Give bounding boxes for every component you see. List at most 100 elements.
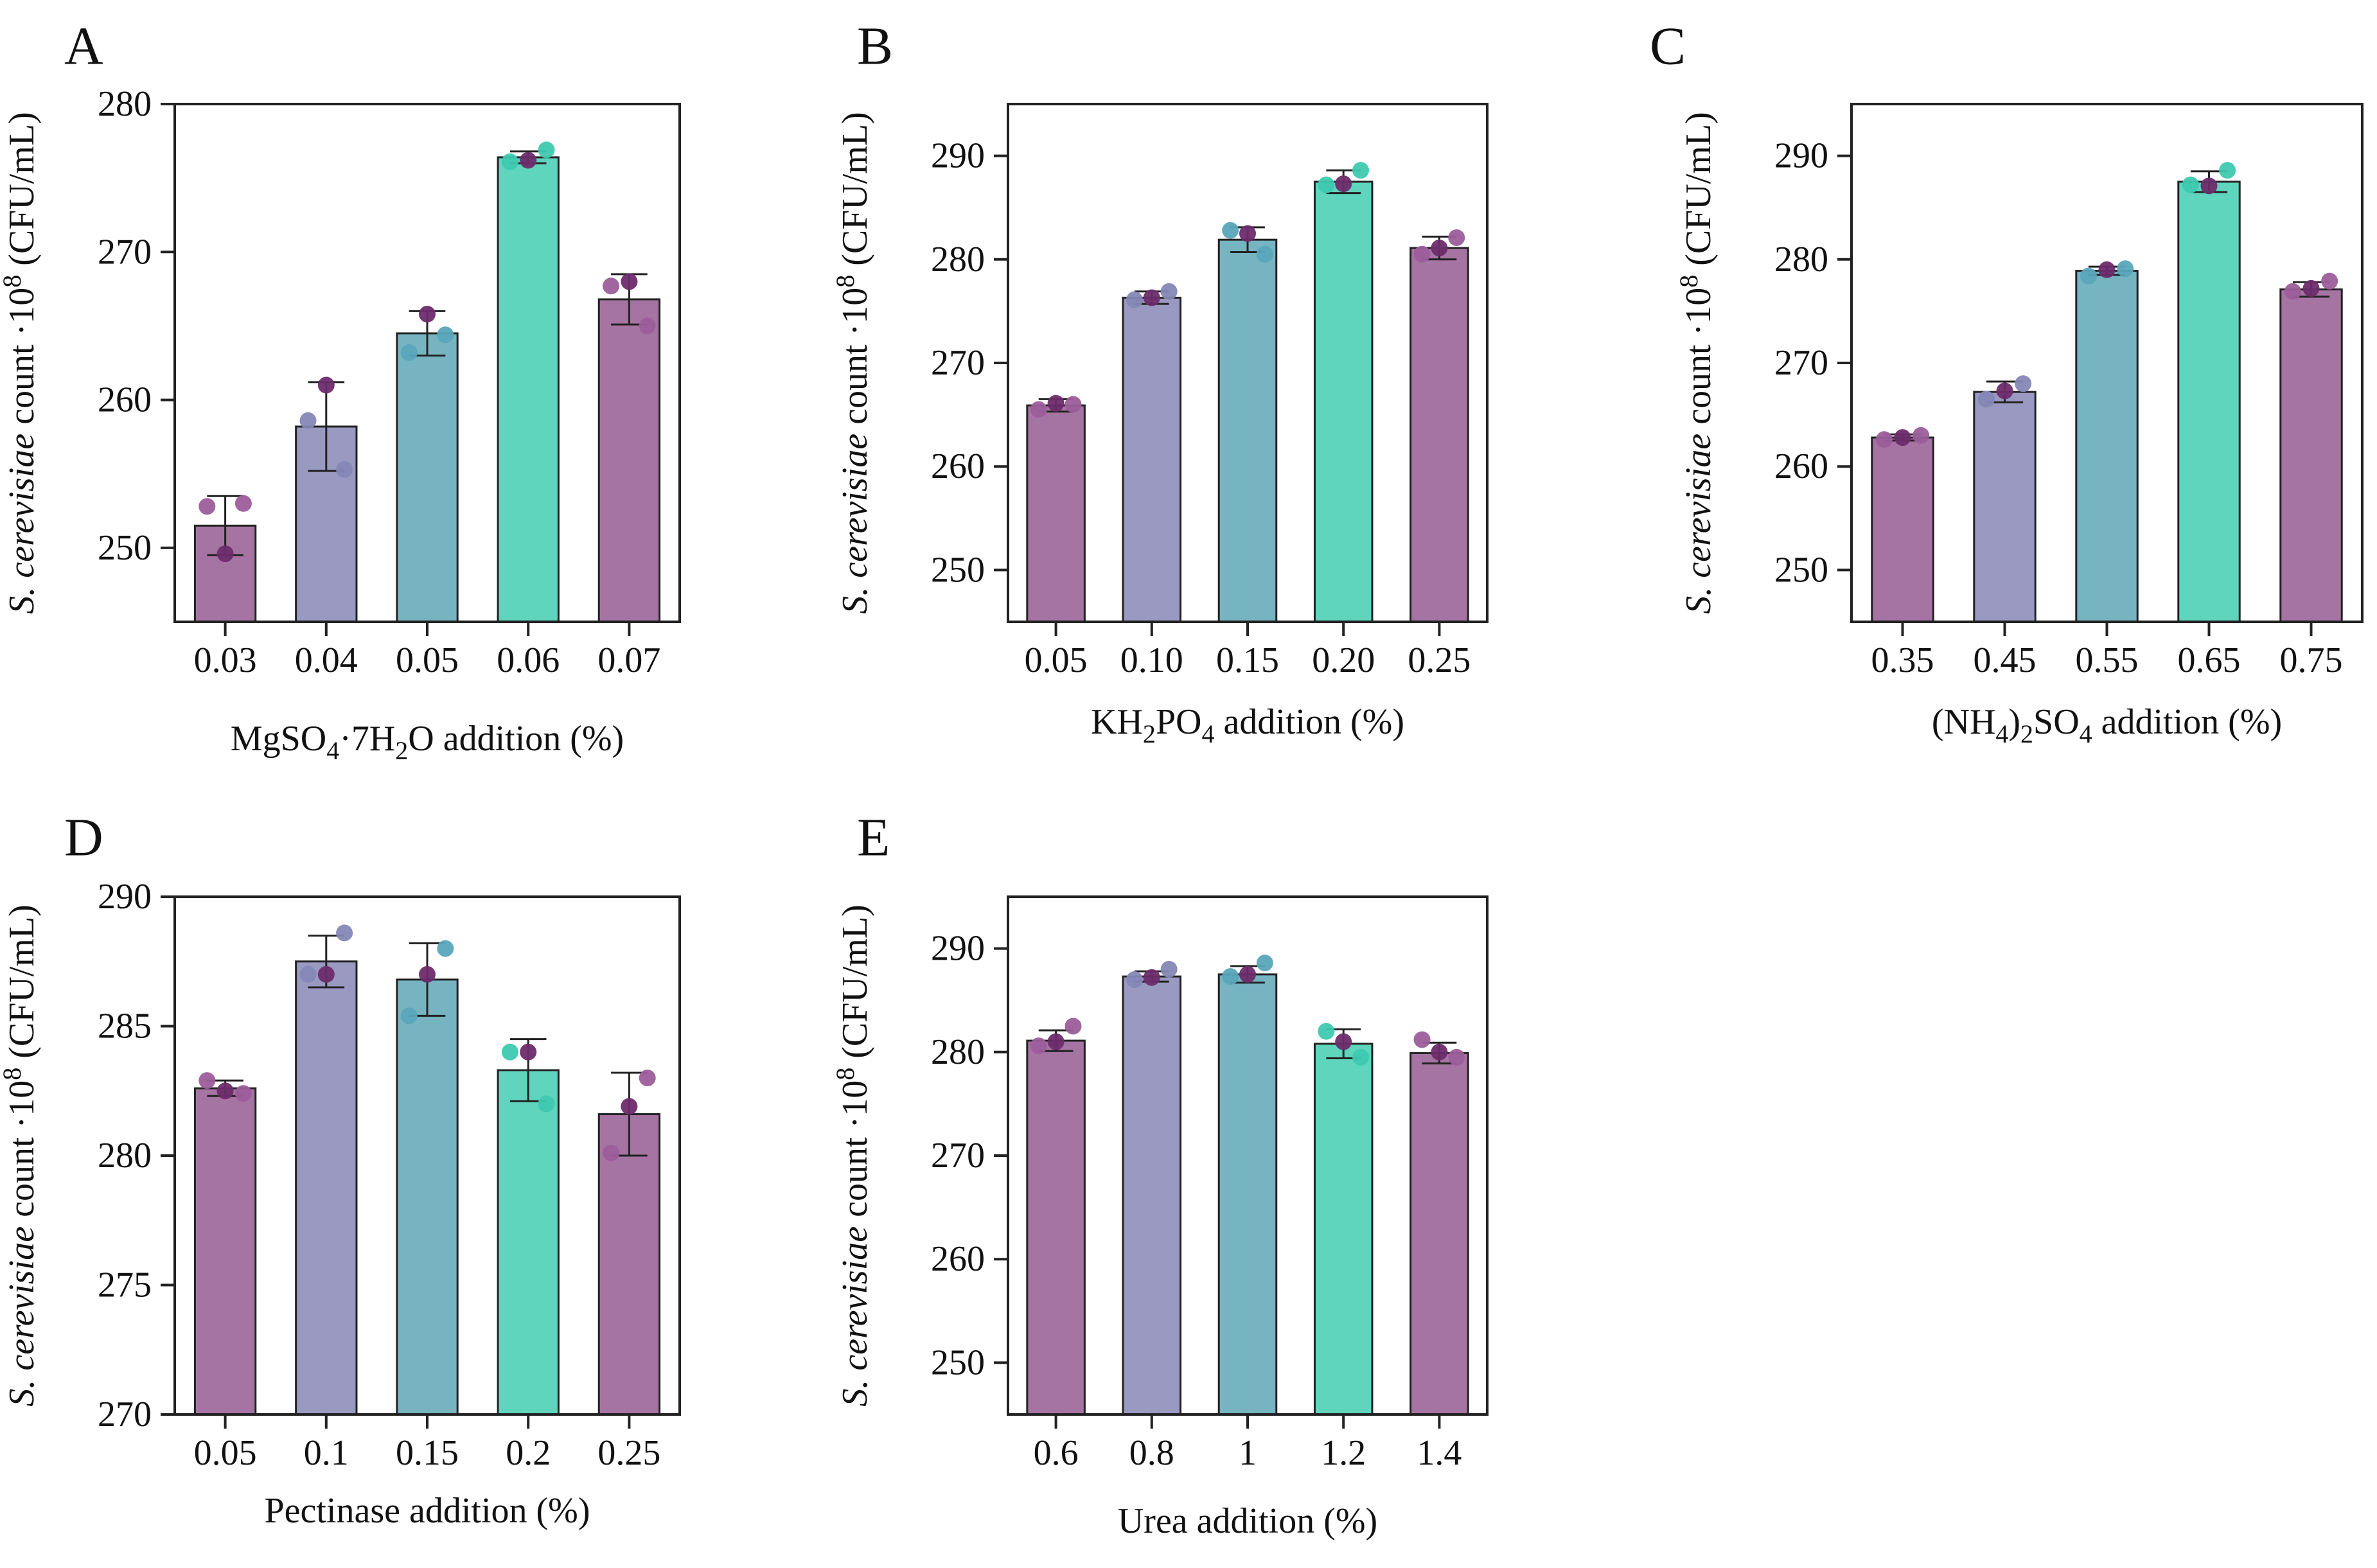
x-axis-title-part: 4 xyxy=(1995,719,2008,748)
data-point xyxy=(234,1085,252,1102)
x-tick-label: 0.03 xyxy=(194,640,257,680)
y-axis-title-species: S. cerevisiae xyxy=(835,434,875,614)
bar-0.10 xyxy=(1122,296,1182,623)
panel-e: E 250 260 270 280 290 0.6 0.8 1 1.2 1.4 Urea additi… xyxy=(793,782,1586,1565)
data-point xyxy=(621,273,638,290)
y-axis-title-unit: (CFU/mL) xyxy=(1679,112,1719,275)
x-axis-title-part: MgSO xyxy=(231,719,326,759)
bar-1 xyxy=(1217,973,1278,1416)
y-tick-label: 270 xyxy=(98,1395,152,1434)
y-axis-title-count: count ·10 xyxy=(2,288,42,434)
y-axis-title-species: S. cerevisiae xyxy=(1679,434,1719,614)
x-tick-label: 0.65 xyxy=(2178,640,2241,680)
data-point xyxy=(317,965,335,983)
data-point xyxy=(2182,176,2199,193)
data-point xyxy=(520,1043,537,1061)
data-point xyxy=(216,545,234,563)
data-point xyxy=(1413,1031,1431,1048)
y-axis-title-unit: (CFU/mL) xyxy=(2,904,42,1068)
y-axis-title-exponent: 8 xyxy=(1674,275,1703,288)
data-point xyxy=(1065,1017,1082,1035)
y-axis-title: S. cerevisiae count ·108 (CFU/mL) xyxy=(0,904,42,1407)
x-tick-label: 1.2 xyxy=(1321,1433,1366,1473)
bar-1.4 xyxy=(1409,1052,1469,1416)
y-tick-label: 275 xyxy=(98,1265,152,1305)
bar-0.05 xyxy=(1026,404,1086,623)
x-axis-title-part: addition (%) xyxy=(1215,702,1404,742)
y-tick-label: 290 xyxy=(1774,136,1828,176)
bar-0.05 xyxy=(396,332,459,623)
data-point xyxy=(2284,283,2301,300)
x-axis-title-part: SO xyxy=(2033,702,2080,742)
y-tick-label: 250 xyxy=(98,528,152,568)
y-axis-title-exponent: 8 xyxy=(831,275,860,288)
y-axis-title-unit: (CFU/mL) xyxy=(835,904,875,1068)
data-point xyxy=(2117,260,2134,277)
x-axis-title-part: Pectinase addition (%) xyxy=(265,1491,590,1531)
data-point xyxy=(1413,245,1431,263)
x-tick-label: 1 xyxy=(1239,1433,1257,1473)
y-axis-title-count: count ·10 xyxy=(1679,288,1719,434)
data-point xyxy=(1065,396,1082,413)
data-point xyxy=(199,498,216,515)
bar-0.8 xyxy=(1122,975,1182,1416)
data-point xyxy=(1160,960,1178,978)
data-point xyxy=(1143,289,1160,306)
data-point xyxy=(1913,427,1930,444)
data-point xyxy=(2302,279,2320,297)
x-tick-label: 0.15 xyxy=(396,1433,459,1473)
data-point xyxy=(603,1144,620,1161)
bar-0.25 xyxy=(597,1113,661,1416)
bar-0.65 xyxy=(2177,181,2241,623)
data-point xyxy=(1160,283,1178,300)
data-point xyxy=(336,924,353,942)
data-point xyxy=(419,965,436,983)
data-point xyxy=(2321,272,2338,290)
x-tick-label: 0.25 xyxy=(597,1433,660,1473)
data-point xyxy=(1448,229,1465,246)
x-axis-title-part: 4 xyxy=(326,736,339,765)
data-point xyxy=(299,412,317,429)
bar-0.6 xyxy=(1026,1039,1086,1416)
y-tick-label: 280 xyxy=(931,1032,985,1072)
bar-0.1 xyxy=(295,960,358,1416)
y-axis-title-exponent: 8 xyxy=(831,1068,860,1080)
x-axis-title-part: O addition (%) xyxy=(408,719,624,759)
y-tick-label: 280 xyxy=(1774,240,1828,279)
bar-0.15 xyxy=(1217,238,1278,623)
y-tick-label: 250 xyxy=(931,1343,985,1382)
x-axis-title-part: 4 xyxy=(1202,719,1215,748)
x-axis-title-part: 2 xyxy=(395,736,408,765)
panel-b: B 250 260 270 280 290 0.05 0.10 0.15 0.20 0.25 KH2P… xyxy=(793,0,1586,782)
x-tick-label: 0.45 xyxy=(1974,640,2037,680)
y-axis-title-exponent: 8 xyxy=(0,275,26,288)
chart-svg-a: A 250 260 270 280 0.03 0.04 0.05 0.06 0.07 MgSO4·7… xyxy=(0,16,681,765)
y-axis-title: S. cerevisiae count ·108 (CFU/mL) xyxy=(831,904,875,1407)
panel-a: A 250 260 270 280 0.03 0.04 0.05 0.06 0.07 MgSO4·7… xyxy=(0,0,793,782)
y-tick-label: 250 xyxy=(1774,550,1828,590)
data-point xyxy=(1222,222,1239,239)
x-axis-title-part: KH xyxy=(1091,702,1143,742)
panel-c: C 250 260 270 280 290 0.35 0.45 0.55 0.65 0.75 (NH4… xyxy=(1586,0,2377,782)
data-point xyxy=(603,277,620,295)
bar-0.25 xyxy=(1409,247,1469,623)
x-axis-title-part: Urea addition (%) xyxy=(1118,1501,1377,1541)
x-tick-label: 0.2 xyxy=(506,1433,551,1473)
data-point xyxy=(2200,177,2218,195)
data-point xyxy=(1256,245,1273,263)
data-point xyxy=(1977,391,1995,408)
y-axis-title: S. cerevisiae count ·108 (CFU/mL) xyxy=(1674,112,1719,614)
x-tick-label: 0.1 xyxy=(304,1433,349,1473)
y-tick-label: 270 xyxy=(98,232,152,272)
x-tick-label: 0.05 xyxy=(194,1433,257,1473)
x-axis-title: KH2PO4 addition (%) xyxy=(1091,702,1404,748)
bar-0.06 xyxy=(497,156,560,623)
data-point xyxy=(1030,401,1047,418)
y-tick-label: 260 xyxy=(931,1239,985,1279)
y-tick-label: 260 xyxy=(931,446,985,486)
data-point xyxy=(1335,1033,1352,1050)
x-axis-title-part: 2 xyxy=(1143,719,1156,748)
